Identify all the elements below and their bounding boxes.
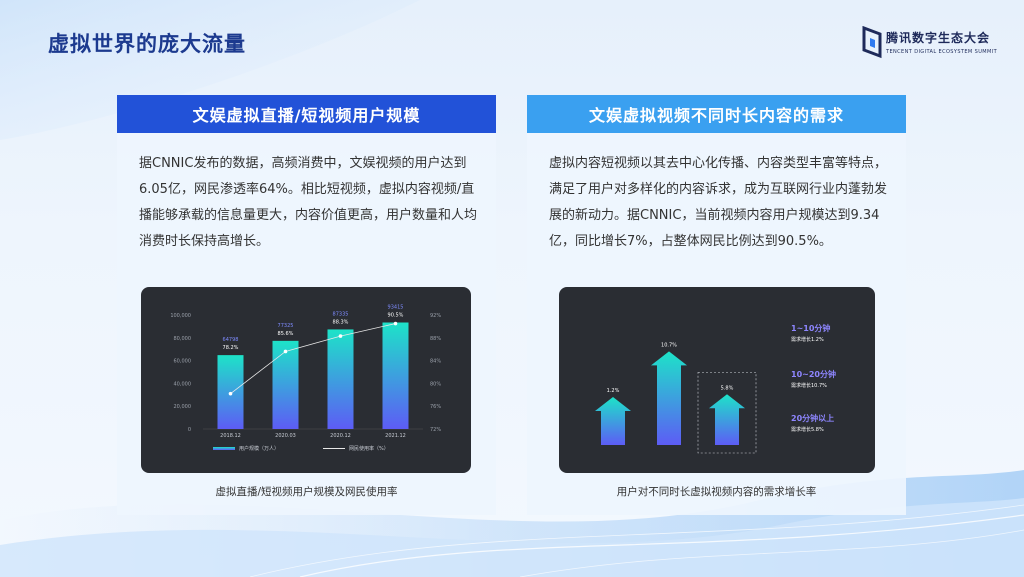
right-axis-tick: 76% <box>430 404 441 410</box>
demand-arrow <box>651 351 687 445</box>
legend-bar-swatch <box>213 447 235 450</box>
logo-subtext: TENCENT DIGITAL ECOSYSTEM SUMMIT <box>886 49 998 55</box>
left-panel: 文娱虚拟直播/短视频用户规模 据CNNIC发布的数据，高频消费中，文娱视频的用户… <box>117 95 496 515</box>
x-tick-label: 2021.12 <box>385 433 406 439</box>
left-axis-tick: 80,000 <box>174 336 192 342</box>
left-axis-tick: 40,000 <box>174 381 192 387</box>
rate-point <box>228 391 233 396</box>
left-panel-body: 据CNNIC发布的数据，高频消费中，文娱视频的用户达到6.05亿，网民渗透率64… <box>139 156 478 249</box>
arrow-value-label: 5.8% <box>721 385 734 391</box>
left-panel-heading: 文娱虚拟直播/短视频用户规模 <box>117 95 496 133</box>
right-chart-caption: 用户对不同时长虚拟视频内容的需求增长率 <box>616 486 817 498</box>
logo-mark-icon <box>862 26 882 59</box>
bar <box>272 340 299 429</box>
annotation-title: 1~10分钟 <box>791 323 830 333</box>
arrow-value-label: 10.7% <box>661 342 677 348</box>
rate-point <box>338 334 343 338</box>
bar <box>327 329 354 429</box>
rate-value-label: 90.5% <box>388 313 404 319</box>
bar-value-label: 77325 <box>278 323 294 329</box>
right-axis-tick: 92% <box>430 313 441 319</box>
rate-value-label: 78.2% <box>223 345 239 351</box>
right-axis-tick: 72% <box>430 427 441 433</box>
right-panel-body: 虚拟内容短视频以其去中心化传播、内容类型丰富等特点，满足了用户对多样化的内容诉求… <box>549 156 888 249</box>
rate-value-label: 88.3% <box>333 319 349 325</box>
left-axis-tick: 60,000 <box>174 359 192 365</box>
arrow-value-label: 1.2% <box>607 388 620 394</box>
right-axis-tick: 80% <box>430 381 441 387</box>
annotation-title: 10~20分钟 <box>791 369 836 379</box>
brand-logo: 腾讯数字生态大会 TENCENT DIGITAL ECOSYSTEM SUMMI… <box>862 26 997 62</box>
x-tick-label: 2020.03 <box>275 433 296 439</box>
annotation-title: 20分钟以上 <box>791 413 834 423</box>
rate-point <box>283 349 288 354</box>
annotation-text: 需求增长10.7% <box>791 382 827 389</box>
rate-line <box>230 323 396 394</box>
annotation-text: 需求增长1.2% <box>791 336 824 343</box>
legend-line-label: 网民使用率（%） <box>349 445 389 452</box>
right-axis-tick: 88% <box>430 336 441 342</box>
page-title: 虚拟世界的庞大流量 <box>48 32 246 56</box>
demand-arrow <box>709 394 745 445</box>
left-axis-tick: 0 <box>188 427 191 433</box>
x-tick-label: 2018.12 <box>220 433 241 439</box>
demand-arrow <box>595 397 631 445</box>
legend-bar-label: 用户规模（万人） <box>239 445 279 452</box>
duration-demand-chart: 1.2% 10.7% 5.8% 1~10分钟 需求增长1.2% 10~20分钟 需求增长10… <box>559 287 875 473</box>
left-chart-caption: 虚拟直播/短视频用户规模及网民使用率 <box>215 486 398 498</box>
annotation-text: 需求增长5.8% <box>791 426 824 433</box>
left-axis-tick: 20,000 <box>174 404 192 410</box>
bar-value-label: 64798 <box>223 337 239 343</box>
right-axis-tick: 84% <box>430 359 441 365</box>
user-scale-chart: 0 20,000 40,000 60,000 80,000 100,000 72% 76% 80… <box>141 287 471 473</box>
right-panel: 文娱虚拟视频不同时长内容的需求 虚拟内容短视频以其去中心化传播、内容类型丰富等特… <box>527 95 906 515</box>
x-tick-label: 2020.12 <box>330 433 351 439</box>
user-scale-chart-svg: 0 20,000 40,000 60,000 80,000 100,000 72% 76% 80… <box>170 305 441 452</box>
right-panel-heading: 文娱虚拟视频不同时长内容的需求 <box>527 95 906 133</box>
bar-value-label: 87335 <box>333 311 349 317</box>
rate-point <box>393 321 398 326</box>
left-axis-tick: 100,000 <box>170 313 191 319</box>
highlight-box <box>697 371 757 454</box>
bar-value-label: 93415 <box>388 305 404 311</box>
logo-text: 腾讯数字生态大会 <box>886 31 991 45</box>
bar <box>382 322 409 429</box>
rate-value-label: 85.6% <box>278 331 294 337</box>
